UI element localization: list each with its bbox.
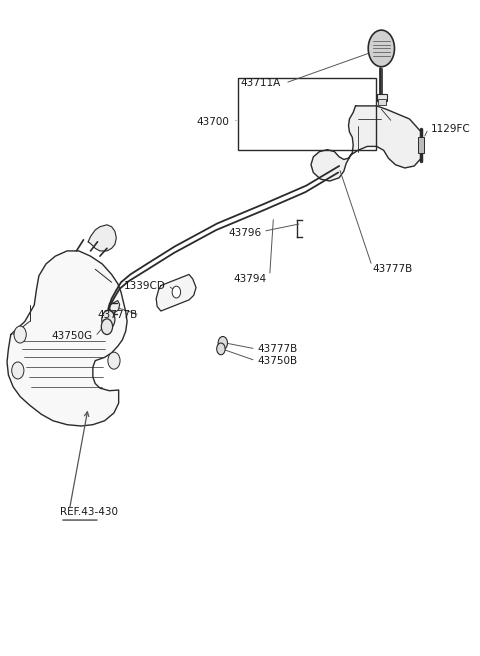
Text: 43777B: 43777B [372, 264, 412, 274]
Text: 43711A: 43711A [240, 78, 280, 88]
Bar [238, 79, 376, 150]
Text: 1129FC: 1129FC [431, 124, 470, 134]
Text: 43794: 43794 [233, 274, 266, 284]
Bar [378, 99, 385, 104]
Polygon shape [109, 300, 120, 312]
Text: 43700: 43700 [196, 117, 229, 127]
Text: 43750G: 43750G [52, 331, 93, 342]
Circle shape [14, 326, 26, 343]
Circle shape [108, 352, 120, 369]
Text: 43750B: 43750B [257, 356, 297, 365]
Polygon shape [88, 225, 116, 251]
Polygon shape [7, 251, 127, 426]
Text: 43777B: 43777B [97, 310, 137, 320]
Bar [419, 136, 424, 153]
Bar [377, 94, 387, 100]
Polygon shape [311, 106, 423, 181]
Text: 1339CD: 1339CD [124, 281, 166, 291]
Circle shape [218, 337, 228, 350]
Circle shape [12, 362, 24, 379]
Polygon shape [156, 274, 196, 311]
Circle shape [172, 286, 180, 298]
Text: REF.43-430: REF.43-430 [60, 507, 118, 517]
Circle shape [216, 343, 225, 355]
Circle shape [101, 319, 113, 335]
Circle shape [368, 30, 395, 67]
Circle shape [102, 310, 115, 329]
Text: 43777B: 43777B [257, 344, 297, 354]
Text: 43796: 43796 [228, 228, 262, 238]
